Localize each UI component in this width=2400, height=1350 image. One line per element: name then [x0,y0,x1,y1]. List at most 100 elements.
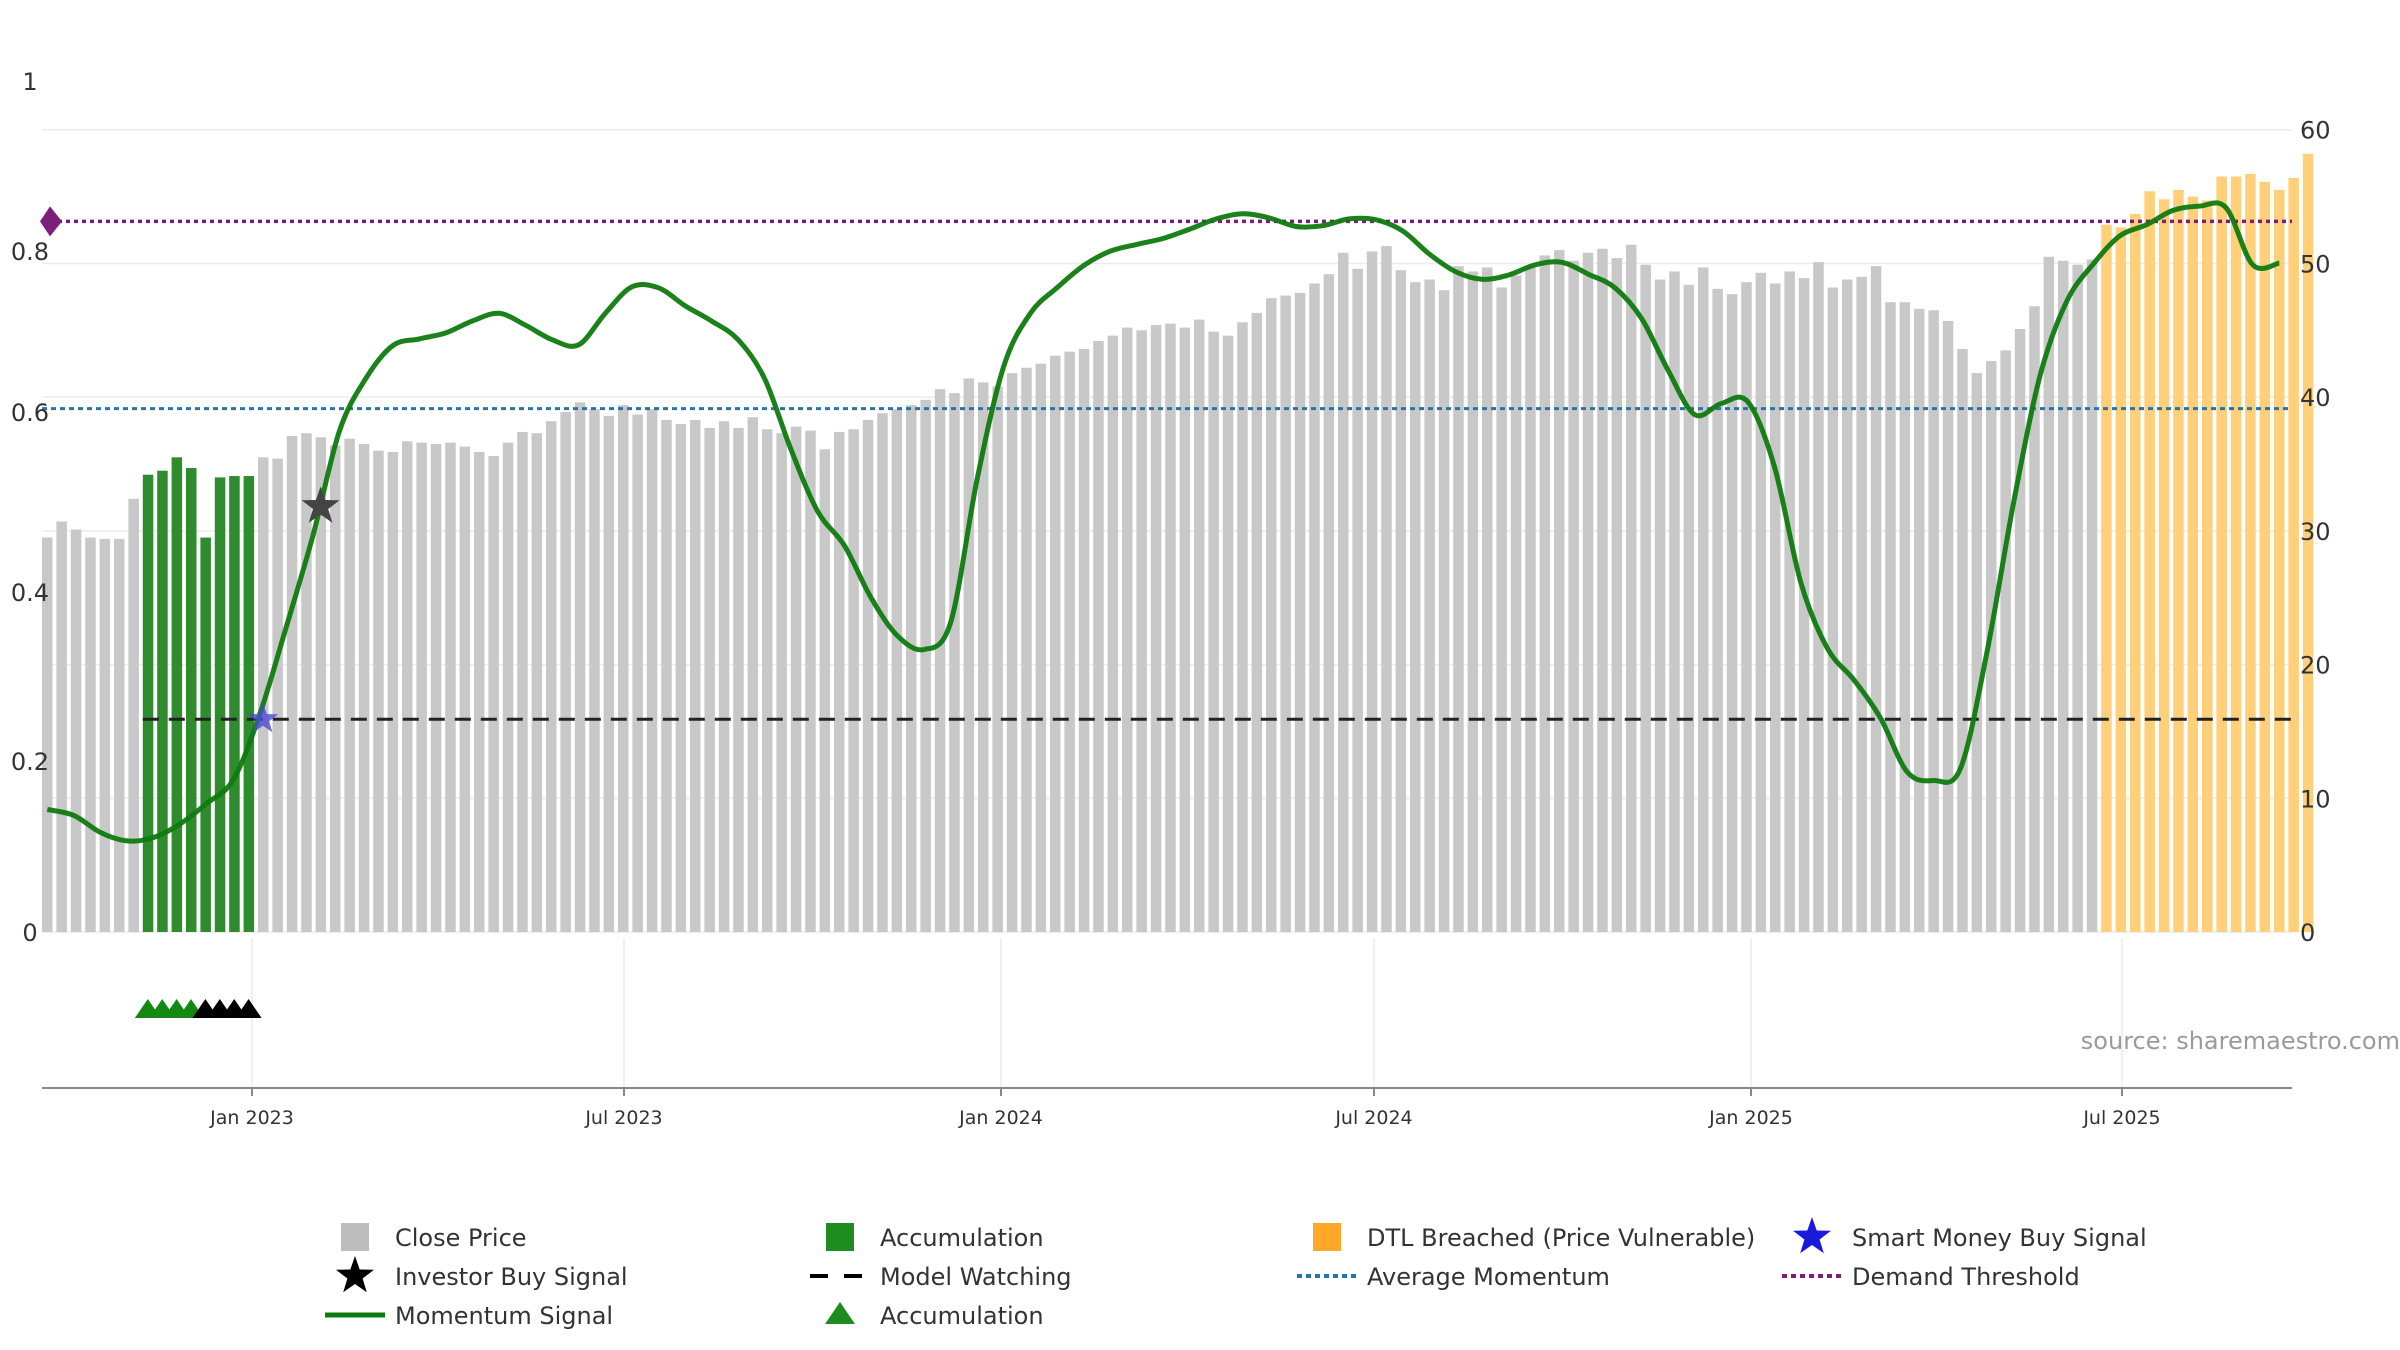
legend: Close Price Accumulation DTL Breached (Pri… [325,1217,2147,1330]
close-price-bar [589,409,600,932]
close-price-bar [1798,278,1810,932]
dtl-breached-bar [2173,189,2184,933]
left-y-tick-label: 1 [22,68,37,96]
close-price-bar [675,423,687,932]
dtl-breached-bar [2216,176,2227,932]
close-price-bar [1525,266,1536,932]
close-price-bar [330,445,341,932]
close-price-bar [286,435,298,932]
dtl-breached-bar [2187,196,2199,932]
close-price-bar [1683,284,1695,932]
close-price-bar [1741,282,1752,932]
close-price-bar [1323,274,1335,932]
close-price-bar [1654,279,1666,932]
close-price-bar [2058,260,2069,932]
close-price-bar [1251,312,1263,932]
close-price-bar [1784,271,1795,932]
legend-label: Smart Money Buy Signal [1852,1224,2147,1252]
close-price-bar [1942,320,1954,932]
close-price-bar [1827,287,1839,932]
accumulation-bar [214,477,226,932]
close-price-bar [718,421,730,932]
close-price-bar [733,427,744,932]
close-price-bar [1208,331,1219,932]
close-price-bar [1971,373,1983,933]
close-price-bar [502,442,514,932]
close-price-bar [603,415,615,933]
legend-label: Investor Buy Signal [395,1263,628,1291]
price-bars [42,153,2314,933]
accumulation-bar [157,470,168,932]
close-price-bar [272,458,283,932]
close-price-bar [1366,251,1378,933]
close-price-bar [2000,350,2011,932]
close-price-bar [1237,322,1248,932]
close-price-bar [661,419,672,932]
close-price-bar [1338,252,1349,933]
close-price-bar [416,442,427,932]
close-price-bar [258,457,269,932]
close-price-bar [1755,272,1767,932]
close-price-bar [402,441,413,932]
close-price-bar [344,438,355,932]
dtl-breached-bar [2202,200,2213,933]
x-tick-label: Jan 2025 [1708,1107,1793,1129]
close-price-bar [877,413,888,933]
close-price-bar [1395,270,1407,932]
dtl-breached-bar [2130,213,2141,933]
close-price-bar [531,433,543,932]
close-price-bar [560,411,571,932]
axes: Jan 2023 Jul 2023 Jan 2024 Jul 2024 Jan 2025… [11,68,2331,1129]
close-price-bar [646,409,658,932]
smart-money-buy-signal-star [247,703,279,733]
close-price-bar [1266,298,1277,932]
close-price-bar [1194,319,1205,932]
close-price-bar [315,437,327,932]
close-price-bar [1222,335,1234,932]
x-tick-label: Jul 2024 [1334,1107,1412,1129]
close-price-bar [776,433,787,932]
close-price-bar [862,419,874,932]
left-y-tick-label: 0.8 [11,238,49,266]
accumulation-bar [229,476,240,932]
dtl-breached-bar [2115,227,2127,933]
dtl-breached-bar [2230,176,2242,932]
close-price-bar [1150,324,1162,932]
close-price-bar [891,409,903,932]
legend-label: Close Price [395,1224,527,1252]
close-price-bar [42,537,53,932]
legend-symbol-square [826,1223,854,1251]
close-price-bar [949,393,960,932]
close-price-bar [1050,355,1061,932]
close-price-bar [1482,267,1493,932]
reference-lines [42,219,2294,721]
close-price-bar [1885,302,1896,932]
dtl-breached-bar [2101,224,2112,933]
close-price-bar [2043,256,2055,933]
right-y-tick-label: 30 [2300,518,2331,546]
close-price-bar [819,449,831,932]
legend-symbol-triangle [825,1302,855,1324]
close-price-bar [704,427,715,932]
close-price-bar [1438,290,1450,932]
close-price-bar [1035,363,1047,932]
close-price-bar [1856,276,1867,932]
close-price-bar [1122,327,1133,932]
close-price-bar [1698,267,1709,932]
source-note: source: sharemaestro.com [2081,1027,2400,1055]
close-price-bar [834,431,845,932]
close-price-bar [848,429,859,932]
close-price-bar [387,451,399,932]
close-price-bar [1611,258,1623,932]
accumulation-bar [142,474,154,932]
accumulation-bar [171,457,183,932]
dtl-breached-bar [2144,191,2155,932]
close-price-bar [114,538,125,932]
close-price-bar [632,414,643,932]
close-price-bar [1410,282,1421,932]
close-price-bar [1928,310,1939,932]
close-price-bar [2086,259,2098,932]
close-price-bar [488,455,499,932]
left-y-tick-label: 0.4 [11,579,49,607]
